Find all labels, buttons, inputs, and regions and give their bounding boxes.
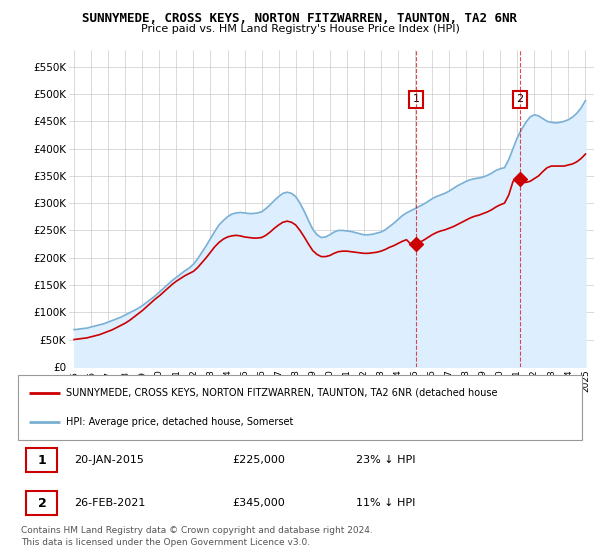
- Text: HPI: Average price, detached house, Somerset: HPI: Average price, detached house, Some…: [66, 417, 293, 427]
- Text: 11% ↓ HPI: 11% ↓ HPI: [356, 498, 416, 508]
- FancyBboxPatch shape: [26, 448, 58, 473]
- Text: £345,000: £345,000: [232, 498, 285, 508]
- Text: £225,000: £225,000: [232, 455, 285, 465]
- Text: SUNNYMEDE, CROSS KEYS, NORTON FITZWARREN, TAUNTON, TA2 6NR (detached house: SUNNYMEDE, CROSS KEYS, NORTON FITZWARREN…: [66, 388, 497, 398]
- Text: 2: 2: [516, 95, 523, 105]
- FancyBboxPatch shape: [18, 375, 582, 440]
- Text: 1: 1: [412, 95, 419, 105]
- Text: 2: 2: [38, 497, 46, 510]
- Text: Contains HM Land Registry data © Crown copyright and database right 2024.: Contains HM Land Registry data © Crown c…: [21, 526, 373, 535]
- Text: 23% ↓ HPI: 23% ↓ HPI: [356, 455, 416, 465]
- Point: [411, 240, 421, 249]
- Text: SUNNYMEDE, CROSS KEYS, NORTON FITZWARREN, TAUNTON, TA2 6NR: SUNNYMEDE, CROSS KEYS, NORTON FITZWARREN…: [83, 12, 517, 25]
- Text: 20-JAN-2015: 20-JAN-2015: [74, 455, 144, 465]
- Text: Price paid vs. HM Land Registry's House Price Index (HPI): Price paid vs. HM Land Registry's House …: [140, 24, 460, 34]
- Point: [515, 174, 524, 183]
- FancyBboxPatch shape: [26, 491, 58, 515]
- Text: 1: 1: [38, 454, 46, 467]
- Text: This data is licensed under the Open Government Licence v3.0.: This data is licensed under the Open Gov…: [21, 538, 310, 547]
- Text: 26-FEB-2021: 26-FEB-2021: [74, 498, 146, 508]
